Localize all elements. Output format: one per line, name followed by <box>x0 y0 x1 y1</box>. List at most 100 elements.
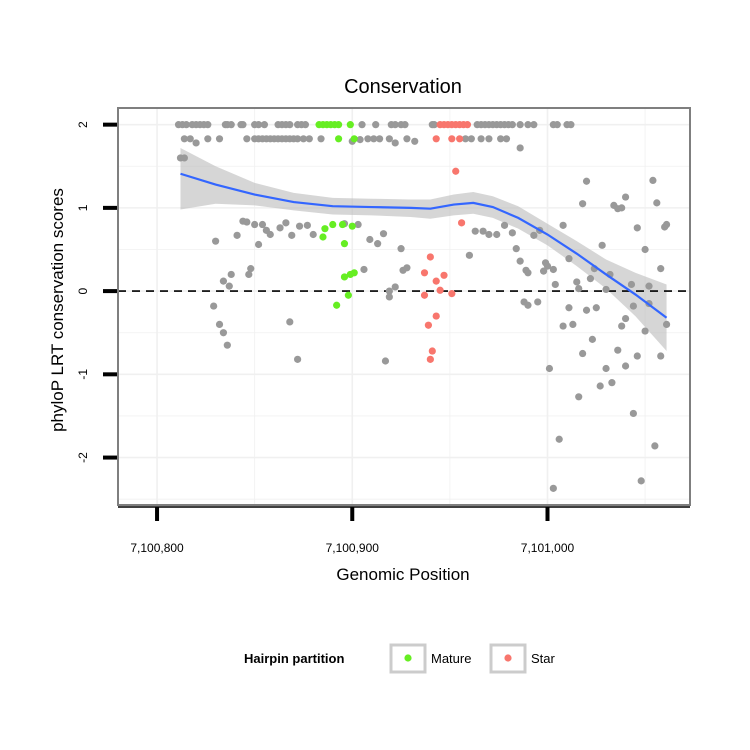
data-point-other <box>360 265 368 274</box>
data-point-other <box>579 200 587 208</box>
data-point-other <box>543 262 552 270</box>
data-point-other <box>530 121 538 129</box>
panel-border <box>117 107 691 506</box>
data-point-other <box>582 177 591 185</box>
data-point-other <box>629 409 637 418</box>
data-point-star <box>457 219 466 227</box>
y-axis-title: phyloP LRT conservation scores <box>48 188 67 432</box>
data-point-other <box>385 293 393 301</box>
data-point-other <box>192 139 200 147</box>
data-point-other <box>397 245 405 253</box>
data-point-other <box>374 240 382 248</box>
chart-title: Conservation <box>344 76 462 98</box>
data-point-other <box>282 219 290 227</box>
data-point-other <box>516 121 524 129</box>
data-point-other <box>512 245 520 253</box>
data-point-other <box>524 121 532 129</box>
data-point-mature <box>348 222 356 230</box>
data-point-other <box>212 237 220 245</box>
data-point-other <box>461 135 470 143</box>
data-point-star <box>448 135 456 143</box>
data-point-other <box>227 270 235 279</box>
data-point-star <box>420 269 429 277</box>
data-point-other <box>219 329 228 337</box>
data-point-other <box>598 241 606 249</box>
x-tick-label: 7,100,900 <box>326 541 380 555</box>
legend: Hairpin partition Mature Star <box>244 643 556 674</box>
data-point-mature <box>321 225 329 233</box>
data-point-mature <box>319 233 327 241</box>
data-point-other <box>602 285 610 294</box>
data-point-other <box>258 220 267 229</box>
y-tick-label: -2 <box>76 452 90 463</box>
data-point-other <box>565 304 573 312</box>
data-point-mature <box>329 220 337 229</box>
data-point-other <box>567 121 575 129</box>
data-point-other <box>524 301 532 309</box>
series-mature <box>315 121 358 309</box>
data-point-other <box>358 121 366 129</box>
data-point-other <box>186 135 194 143</box>
data-point-star <box>432 135 440 143</box>
data-point-mature <box>346 121 354 129</box>
data-point-star <box>426 253 434 261</box>
legend-item-star: Star <box>489 643 556 674</box>
legend-title: Hairpin partition <box>244 651 344 666</box>
data-point-other <box>303 221 311 229</box>
data-point-mature <box>340 240 349 248</box>
data-point-other <box>180 154 188 162</box>
data-point-other <box>288 231 296 239</box>
data-point-other <box>295 222 304 230</box>
data-point-other <box>204 121 212 129</box>
data-point-mature <box>350 269 358 277</box>
data-point-other <box>215 135 224 143</box>
data-point-other <box>575 285 583 293</box>
data-point-other <box>621 193 630 201</box>
data-point-other <box>379 230 388 238</box>
data-point-other <box>524 269 532 277</box>
legend-item-mature: Mature <box>389 643 471 674</box>
data-point-other <box>309 230 317 239</box>
data-point-other <box>618 322 626 330</box>
data-point-other <box>516 257 524 265</box>
data-point-other <box>233 231 241 239</box>
data-point-star <box>432 312 440 320</box>
data-point-other <box>637 477 645 485</box>
data-point-other <box>430 121 438 129</box>
data-point-other <box>356 136 364 144</box>
data-point-other <box>266 230 274 239</box>
data-point-star <box>420 291 429 299</box>
data-point-other <box>239 121 247 129</box>
data-point-mature <box>338 220 347 229</box>
x-axis: 7,100,800 7,100,900 7,101,000 <box>118 506 690 555</box>
data-point-other <box>596 382 604 390</box>
data-point-other <box>641 327 649 335</box>
data-point-other <box>403 264 411 272</box>
data-point-other <box>651 442 659 450</box>
data-point-other <box>243 218 251 226</box>
data-point-other <box>551 280 559 289</box>
data-point-other <box>364 135 372 143</box>
data-point-other <box>516 144 524 152</box>
data-point-mature <box>344 291 352 299</box>
data-point-other <box>657 352 665 360</box>
data-point-other <box>372 121 380 129</box>
data-point-other <box>391 283 399 291</box>
data-point-other <box>301 121 310 129</box>
data-point-other <box>286 121 294 129</box>
data-point-other <box>649 176 657 185</box>
data-point-other <box>559 221 567 229</box>
data-point-other <box>227 121 235 129</box>
data-point-other <box>299 135 308 143</box>
data-point-other <box>219 277 228 285</box>
data-point-other <box>553 121 561 129</box>
data-point-other <box>401 121 409 129</box>
data-point-other <box>471 227 479 235</box>
data-point-other <box>592 304 600 312</box>
data-point-other <box>294 355 302 363</box>
data-point-star <box>456 135 464 143</box>
data-point-other <box>549 265 557 274</box>
data-point-other <box>579 349 587 358</box>
data-point-other <box>586 275 595 283</box>
data-point-other <box>479 227 487 235</box>
